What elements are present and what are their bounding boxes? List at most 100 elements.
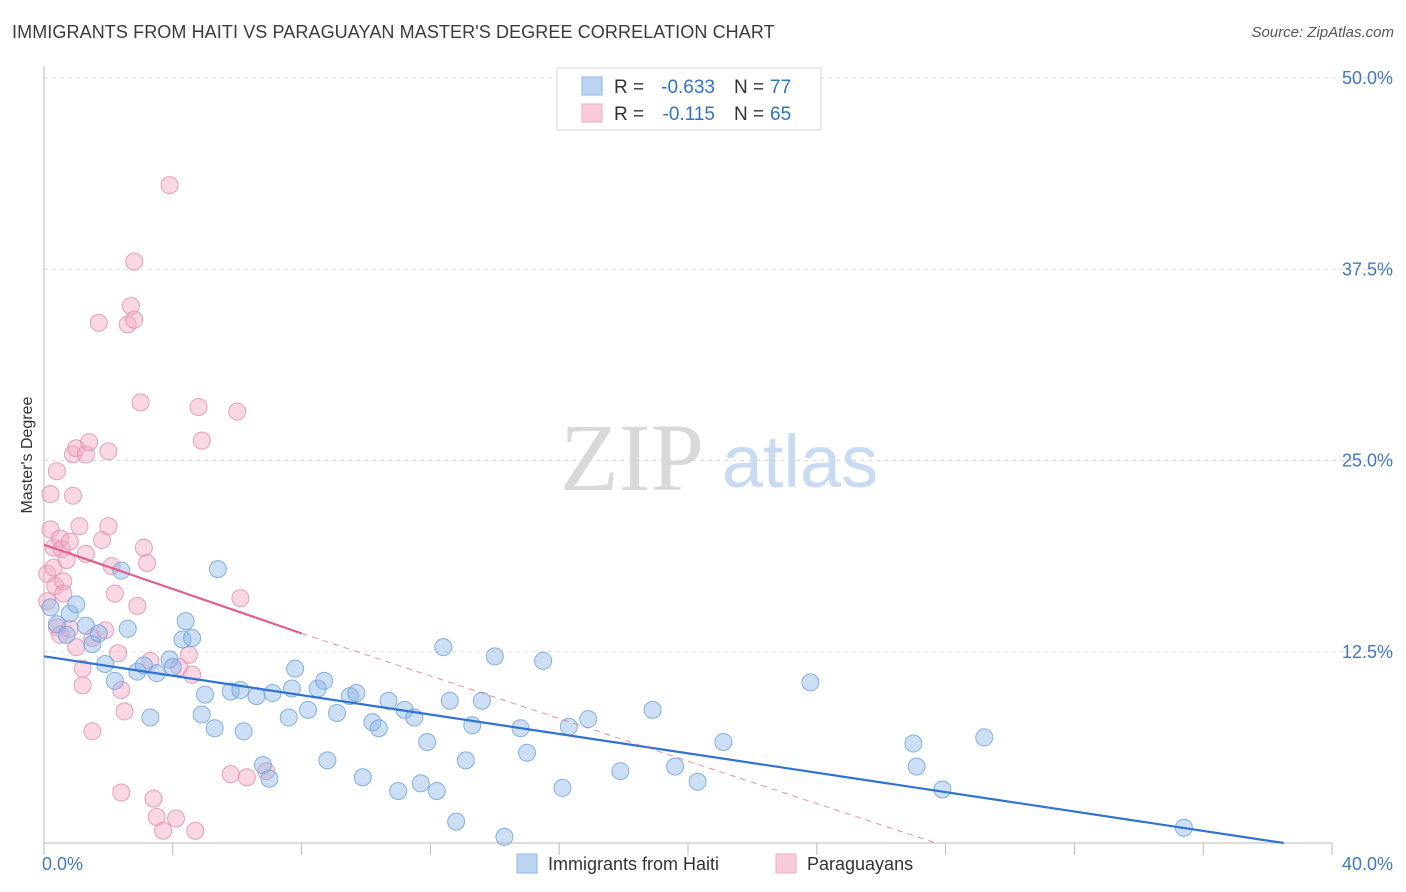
paraguayans-points (38, 176, 276, 840)
series-legend-swatch (516, 853, 538, 874)
data-point (60, 604, 79, 623)
data-point (221, 682, 240, 701)
legend-n-label: N = (734, 77, 764, 98)
legend-r-label: R = (614, 77, 644, 98)
data-point (611, 762, 630, 781)
data-point (109, 644, 128, 663)
data-point (263, 684, 282, 703)
paraguayans-trend-line (43, 543, 302, 635)
data-point (472, 691, 491, 710)
data-point (369, 719, 388, 738)
y-axis-label: Master's Degree (19, 396, 36, 513)
data-point (54, 584, 73, 603)
legend-r-value: -0.115 (663, 104, 715, 125)
data-point (186, 821, 205, 840)
data-point (41, 598, 60, 617)
data-point (134, 538, 153, 557)
data-point (666, 757, 685, 776)
data-point (904, 734, 923, 753)
data-point (192, 431, 211, 450)
data-point (183, 628, 202, 647)
data-point (495, 827, 514, 846)
y-tick-label: 37.5% (1342, 259, 1393, 279)
data-point (228, 402, 247, 421)
data-point (933, 780, 952, 799)
data-point (411, 774, 430, 793)
data-point (559, 717, 578, 736)
data-point (141, 708, 160, 727)
data-point (208, 560, 227, 579)
data-point (121, 296, 140, 315)
data-point (112, 783, 131, 802)
data-point (221, 765, 240, 784)
watermark: ZIP atlas (560, 404, 878, 511)
data-point (51, 625, 70, 644)
data-point (192, 705, 211, 724)
tick-labels: 12.5% 25.0% 37.5% 50.0% 0.0% 40.0% (42, 68, 1393, 874)
data-point (579, 710, 598, 729)
data-point (176, 612, 195, 631)
data-point (41, 485, 60, 504)
data-point (353, 768, 372, 787)
series-legend: Immigrants from Haiti Paraguayans (516, 853, 913, 874)
data-point (105, 584, 124, 603)
data-point (112, 681, 131, 699)
data-point (89, 313, 108, 332)
y-tick-label: 12.5% (1342, 642, 1393, 662)
legend-r-label: R = (614, 104, 644, 125)
data-point (80, 433, 99, 452)
data-point (173, 630, 192, 649)
data-point (105, 671, 124, 690)
data-point (260, 769, 279, 788)
watermark-zip: ZIP (560, 404, 704, 511)
chart-title: IMMIGRANTS FROM HAITI VS PARAGUAYAN MAST… (12, 22, 775, 42)
data-point (70, 517, 89, 536)
data-point (54, 572, 73, 591)
data-point (434, 638, 453, 657)
data-point (389, 781, 408, 800)
data-point (99, 442, 118, 461)
data-point (456, 751, 475, 770)
data-point (125, 310, 144, 329)
data-point (163, 658, 182, 677)
data-point (60, 532, 79, 551)
data-point (160, 176, 179, 195)
data-point (688, 772, 707, 791)
data-point (286, 659, 305, 678)
data-point (167, 809, 186, 828)
data-point (115, 702, 134, 721)
data-point (318, 751, 337, 770)
haiti-trend-line (43, 655, 1284, 845)
data-point (83, 635, 102, 654)
paraguayans-trend-extension (301, 632, 937, 844)
data-point (315, 671, 334, 690)
data-point (643, 700, 662, 719)
y-tick-label: 50.0% (1342, 68, 1393, 88)
trend-lines (43, 543, 1284, 845)
correlation-legend-box: R = -0.633 N = 77 R = -0.115 N = 65 (556, 67, 822, 131)
grid-layer (44, 77, 1392, 653)
data-point (99, 517, 118, 536)
data-point (714, 733, 733, 752)
legend-n-value: 65 (770, 104, 791, 125)
data-point (128, 596, 147, 615)
data-point (299, 700, 318, 719)
data-point (118, 619, 137, 638)
haiti-points (41, 560, 1193, 846)
data-point (57, 625, 76, 644)
data-point (83, 722, 102, 741)
y-tick-label: 25.0% (1342, 451, 1393, 471)
legend-swatch (581, 103, 603, 123)
watermark-atlas: atlas (722, 420, 878, 503)
data-point (975, 728, 994, 747)
data-point (205, 719, 224, 738)
series-legend-label: Paraguayans (807, 854, 913, 874)
legend-n-label: N = (734, 104, 764, 125)
data-point (179, 645, 198, 664)
data-point (427, 781, 446, 800)
data-point (63, 486, 82, 505)
data-point (518, 743, 536, 762)
data-point (328, 703, 347, 722)
data-point (144, 789, 163, 808)
x-tick-label: 40.0% (1342, 854, 1393, 874)
